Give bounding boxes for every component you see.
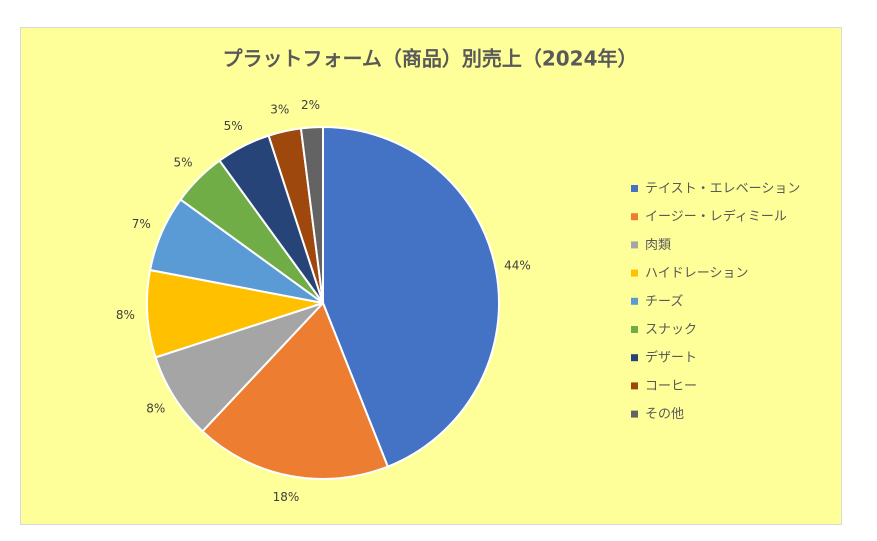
legend-swatch	[631, 326, 638, 333]
data-label: 2%	[301, 98, 320, 112]
data-label: 8%	[146, 402, 165, 416]
legend-label: ハイドレーション	[645, 266, 748, 281]
legend-label: 肉類	[645, 238, 671, 253]
legend-label: イージー・レディミール	[645, 209, 787, 225]
data-label: 18%	[273, 490, 300, 504]
data-label: 5%	[173, 155, 192, 169]
pie-slice	[146, 268, 324, 359]
legend-swatch	[631, 354, 638, 362]
legend-label: チーズ	[645, 293, 683, 309]
data-label: 3%	[270, 102, 289, 116]
data-label: 5%	[224, 119, 243, 133]
legend-swatch	[631, 185, 638, 192]
legend-swatch	[631, 382, 638, 390]
legend-swatch	[631, 297, 638, 305]
legend-swatch	[631, 213, 638, 221]
pie-slice	[201, 301, 390, 480]
legend-label: デザート	[645, 350, 697, 366]
legend-swatch	[631, 410, 638, 418]
pie-slice	[154, 302, 324, 433]
data-label: 7%	[132, 217, 151, 231]
chart-title: プラットフォーム（商品）別売上（2024年）	[222, 47, 637, 71]
data-label: 8%	[116, 308, 135, 322]
legend-label: その他	[645, 407, 684, 422]
legend-label: テイスト・エレベーション	[645, 182, 800, 197]
data-label: 44%	[504, 258, 531, 272]
legend-label: スナック	[645, 323, 697, 338]
legend-swatch	[631, 269, 638, 277]
pie-slice	[299, 125, 324, 304]
legend-swatch	[631, 241, 638, 249]
pie-slice	[322, 125, 500, 468]
legend-label: コーヒー	[645, 379, 697, 394]
